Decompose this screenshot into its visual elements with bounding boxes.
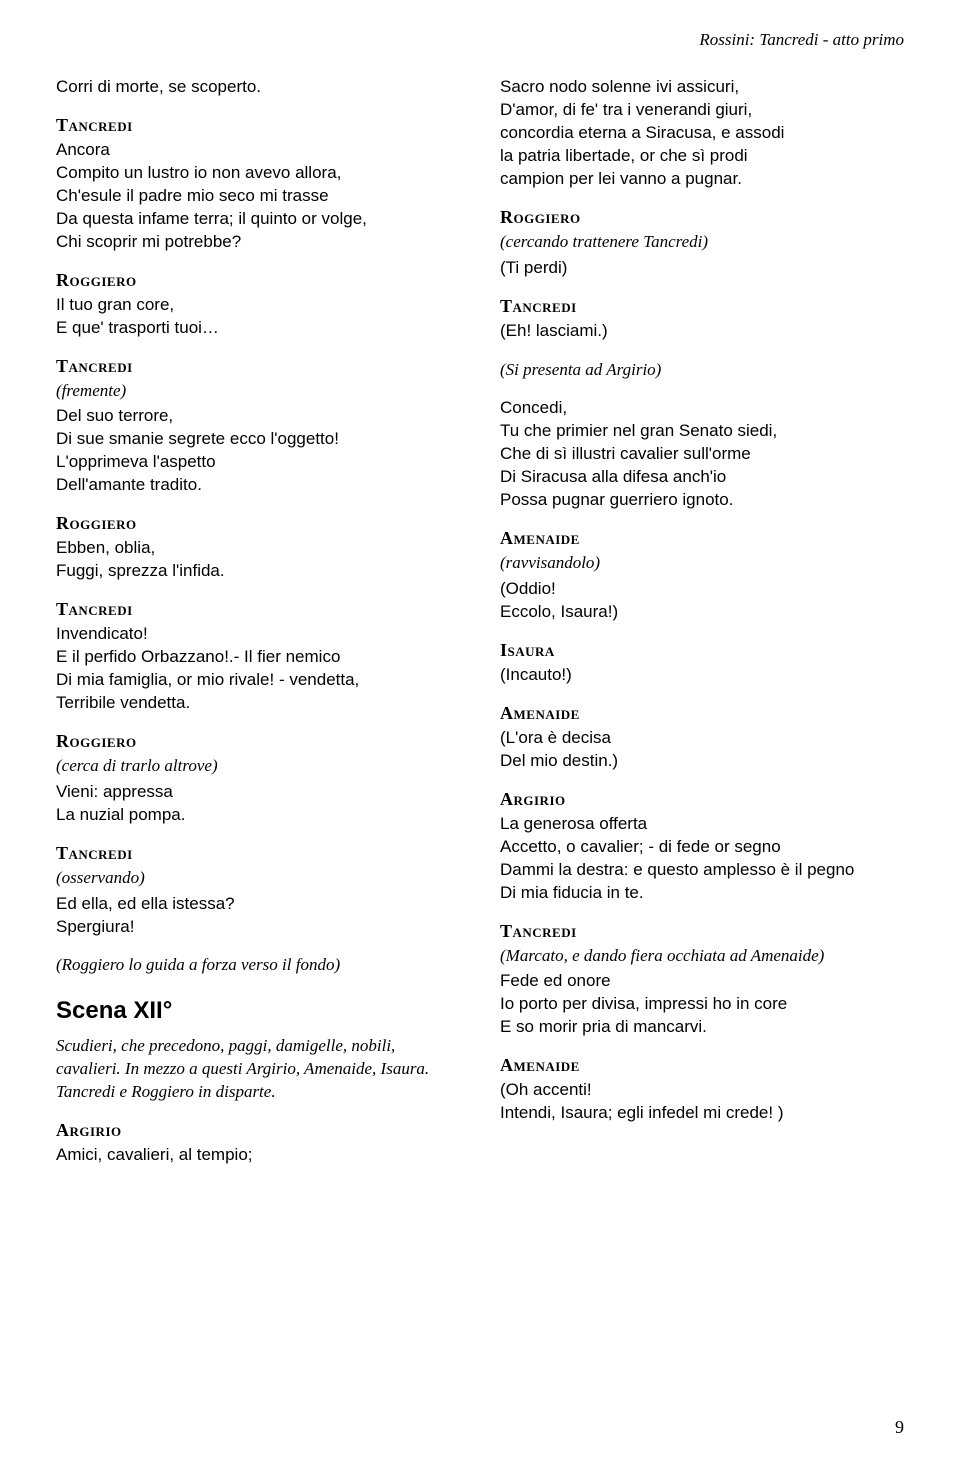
character-name: Roggiero xyxy=(56,513,460,534)
speech-block: Roggiero Il tuo gran core, E que' traspor… xyxy=(56,270,460,340)
dialogue-text: Corri di morte, se scoperto. xyxy=(56,76,460,99)
scene-title: Scena XII° xyxy=(56,997,460,1025)
dialogue-text: Concedi, Tu che primier nel gran Senato … xyxy=(500,397,904,512)
character-name: Tancredi xyxy=(56,115,460,136)
dialogue-text: Invendicato! E il perfido Orbazzano!.- I… xyxy=(56,623,460,715)
page-header: Rossini: Tancredi - atto primo xyxy=(699,30,904,50)
speech-block: Tancredi Ancora Compito un lustro io non … xyxy=(56,115,460,254)
speech-block: Isaura (Incauto!) xyxy=(500,640,904,687)
dialogue-text: Ebben, oblia, Fuggi, sprezza l'infida. xyxy=(56,537,460,583)
dialogue-text: (Incauto!) xyxy=(500,664,904,687)
character-name: Tancredi xyxy=(500,921,904,942)
stage-direction: Scudieri, che precedono, paggi, damigell… xyxy=(56,1035,460,1104)
stage-direction: (Si presenta ad Argirio) xyxy=(500,359,904,382)
character-name: Amenaide xyxy=(500,1055,904,1076)
dialogue-text: (Ti perdi) xyxy=(500,257,904,280)
dialogue-text: Amici, cavalieri, al tempio; xyxy=(56,1144,460,1167)
speech-block: Argirio Amici, cavalieri, al tempio; xyxy=(56,1120,460,1167)
speech-block: Tancredi Invendicato! E il perfido Orbazz… xyxy=(56,599,460,715)
stage-direction: (ravvisandolo) xyxy=(500,552,904,575)
character-name: Isaura xyxy=(500,640,904,661)
speech-block: Tancredi (fremente)Del suo terrore, Di su… xyxy=(56,356,460,498)
dialogue-text: Il tuo gran core, E que' trasporti tuoi… xyxy=(56,294,460,340)
dialogue-text: Sacro nodo solenne ivi assicuri, D'amor,… xyxy=(500,76,904,191)
dialogue-text: Del suo terrore, Di sue smanie segrete e… xyxy=(56,405,460,497)
stage-direction: (Roggiero lo guida a forza verso il fond… xyxy=(56,954,460,977)
character-name: Argirio xyxy=(500,789,904,810)
dialogue-text: Fede ed onore Io porto per divisa, impre… xyxy=(500,970,904,1039)
speech-block: Tancredi (Eh! lasciami.) xyxy=(500,296,904,343)
left-column: Corri di morte, se scoperto. Tancredi Anco… xyxy=(56,76,460,1183)
dialogue-text: (Oh accenti! Intendi, Isaura; egli infed… xyxy=(500,1079,904,1125)
character-name: Roggiero xyxy=(500,207,904,228)
stage-block: (Roggiero lo guida a forza verso il fond… xyxy=(56,954,460,977)
speech-block: Amenaide (ravvisandolo) (Oddio! Eccolo, Is… xyxy=(500,528,904,624)
character-name: Tancredi xyxy=(56,599,460,620)
stage-block: Scudieri, che precedono, paggi, damigell… xyxy=(56,1035,460,1104)
right-column: Sacro nodo solenne ivi assicuri, D'amor,… xyxy=(500,76,904,1183)
speech-block: Tancredi (osservando) Ed ella, ed ella ist… xyxy=(56,843,460,939)
stage-block: (Si presenta ad Argirio) xyxy=(500,359,904,382)
dialogue-text: (Eh! lasciami.) xyxy=(500,320,904,343)
speech-block: Roggiero Ebben, oblia, Fuggi, sprezza l'i… xyxy=(56,513,460,583)
dialogue-block: Concedi, Tu che primier nel gran Senato … xyxy=(500,397,904,512)
dialogue-text: La generosa offerta Accetto, o cavalier;… xyxy=(500,813,904,905)
stage-direction: (fremente) xyxy=(56,380,460,403)
character-name: Argirio xyxy=(56,1120,460,1141)
dialogue-text: Vieni: appressa La nuzial pompa. xyxy=(56,781,460,827)
speech-block: Tancredi (Marcato, e dando fiera occhiata… xyxy=(500,921,904,1040)
character-name: Roggiero xyxy=(56,270,460,291)
speech-block: Argirio La generosa offerta Accetto, o ca… xyxy=(500,789,904,905)
stage-direction: (cercando trattenere Tancredi) xyxy=(500,231,904,254)
character-name: Amenaide xyxy=(500,703,904,724)
dialogue-block: Corri di morte, se scoperto. xyxy=(56,76,460,99)
character-name: Tancredi xyxy=(500,296,904,317)
stage-direction: (osservando) xyxy=(56,867,460,890)
text-columns: Corri di morte, se scoperto. Tancredi Anco… xyxy=(56,76,904,1183)
character-name: Roggiero xyxy=(56,731,460,752)
speech-block: Amenaide (Oh accenti! Intendi, Isaura; eg… xyxy=(500,1055,904,1125)
character-name: Tancredi xyxy=(56,843,460,864)
speech-block: Amenaide (L'ora è decisa Del mio destin.) xyxy=(500,703,904,773)
stage-direction: (Marcato, e dando fiera occhiata ad Amen… xyxy=(500,945,904,968)
dialogue-text: Ed ella, ed ella istessa? Spergiura! xyxy=(56,893,460,939)
page-number: 9 xyxy=(895,1417,904,1438)
dialogue-text: (Oddio! Eccolo, Isaura!) xyxy=(500,578,904,624)
dialogue-block: Sacro nodo solenne ivi assicuri, D'amor,… xyxy=(500,76,904,191)
character-name: Amenaide xyxy=(500,528,904,549)
speech-block: Roggiero (cerca di trarlo altrove) Vieni: … xyxy=(56,731,460,827)
dialogue-text: Ancora Compito un lustro io non avevo al… xyxy=(56,139,460,254)
character-name: Tancredi xyxy=(56,356,460,377)
stage-direction: (cerca di trarlo altrove) xyxy=(56,755,460,778)
speech-block: Roggiero (cercando trattenere Tancredi) (T… xyxy=(500,207,904,280)
dialogue-text: (L'ora è decisa Del mio destin.) xyxy=(500,727,904,773)
